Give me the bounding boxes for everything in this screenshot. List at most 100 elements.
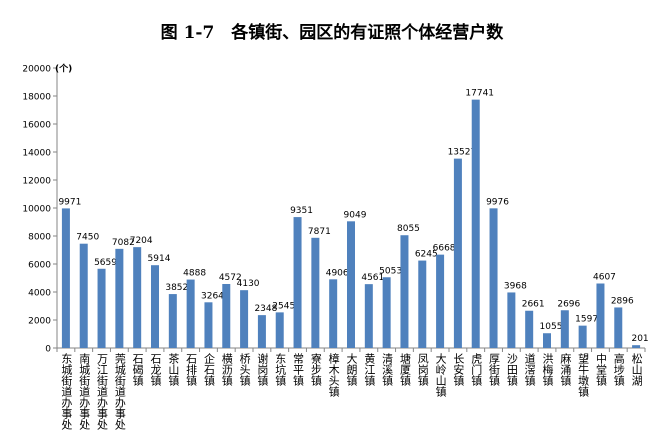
x-tick-label: 厚街镇 xyxy=(487,353,501,386)
bar xyxy=(578,325,587,348)
data-label: 1597 xyxy=(575,315,598,325)
data-label: 9049 xyxy=(344,210,367,220)
data-label: 17741 xyxy=(465,89,494,99)
data-label: 7871 xyxy=(308,227,331,237)
bar xyxy=(543,333,551,348)
bar xyxy=(347,221,355,348)
data-label: 6668 xyxy=(433,244,456,254)
data-label: 3852 xyxy=(165,283,188,293)
x-tick-label: 企石镇 xyxy=(202,353,216,386)
bar xyxy=(507,292,516,348)
data-label: 4888 xyxy=(183,269,206,279)
x-tick-label: 常平镇 xyxy=(291,353,305,386)
data-label: 4572 xyxy=(219,273,242,283)
bar xyxy=(560,310,569,348)
x-tick-label: 茶山镇 xyxy=(166,353,180,386)
y-axis-unit: (个) xyxy=(55,63,72,75)
x-tick-label: 石排镇 xyxy=(184,353,198,386)
data-label: 2661 xyxy=(522,300,545,310)
data-label: 201 xyxy=(631,334,648,344)
x-tick-label: 东城街道办事处 xyxy=(59,353,73,430)
data-label: 1055 xyxy=(540,322,563,332)
x-tick-label: 樟木头镇 xyxy=(327,353,341,397)
x-tick-label: 凤岗镇 xyxy=(416,353,430,386)
x-tick-label: 松山湖 xyxy=(630,353,644,386)
data-label: 9976 xyxy=(486,197,509,207)
bar xyxy=(204,302,213,348)
y-tick-label: 0 xyxy=(45,345,51,355)
x-tick-label: 寮步镇 xyxy=(309,353,323,386)
bar xyxy=(133,247,142,348)
bar xyxy=(329,279,338,348)
data-label: 5659 xyxy=(94,258,117,268)
data-label: 2348 xyxy=(254,304,277,314)
y-tick-label: 10000 xyxy=(22,205,51,215)
x-tick-label: 大朗镇 xyxy=(345,353,358,386)
bar xyxy=(596,283,605,348)
data-label: 9971 xyxy=(58,197,81,207)
data-label: 6245 xyxy=(415,250,438,260)
x-tick-label: 石碣镇 xyxy=(131,353,145,386)
data-label: 8055 xyxy=(397,224,420,234)
x-tick-label: 横沥镇 xyxy=(220,353,234,386)
data-label: 7204 xyxy=(130,236,153,246)
y-tick-label: 6000 xyxy=(28,261,51,271)
bar xyxy=(151,265,159,348)
data-label: 2696 xyxy=(557,299,580,309)
y-tick-label: 12000 xyxy=(22,177,51,187)
bar xyxy=(382,277,391,348)
data-label: 2545 xyxy=(272,301,295,311)
bar xyxy=(115,248,124,348)
bar xyxy=(436,254,445,348)
data-label: 4906 xyxy=(326,268,349,278)
x-tick-label: 莞城街道办事处 xyxy=(113,353,127,430)
data-label: 5914 xyxy=(148,254,171,264)
data-label: 5053 xyxy=(379,266,402,276)
x-tick-label: 黄江镇 xyxy=(362,353,376,386)
data-label: 7082 xyxy=(112,238,135,248)
x-tick-label: 洪梅镇 xyxy=(541,353,554,386)
x-tick-label: 高埗镇 xyxy=(612,353,626,386)
bar xyxy=(400,235,409,348)
x-tick-label: 谢岗镇 xyxy=(255,353,269,386)
x-tick-label: 桥头镇 xyxy=(238,353,252,386)
bar xyxy=(471,99,480,348)
x-tick-label: 道滘镇 xyxy=(523,353,537,386)
bar xyxy=(364,284,373,348)
bar xyxy=(240,290,249,348)
y-tick-label: 16000 xyxy=(22,121,51,131)
x-tick-label: 麻涌镇 xyxy=(558,353,572,386)
bar xyxy=(311,237,320,348)
data-label: 3264 xyxy=(201,291,224,301)
x-tick-label: 东坑镇 xyxy=(273,353,287,386)
x-tick-label: 石龙镇 xyxy=(149,353,162,386)
data-label: 7450 xyxy=(76,233,99,243)
x-tick-label: 长安镇 xyxy=(451,353,465,386)
bar xyxy=(632,345,641,348)
y-tick-label: 14000 xyxy=(22,149,51,159)
bar xyxy=(418,260,427,348)
x-tick-label: 望牛墩镇 xyxy=(576,353,590,397)
bar xyxy=(614,307,623,348)
bar xyxy=(97,268,106,348)
data-label: 3968 xyxy=(504,281,527,291)
bar xyxy=(257,315,266,348)
bar xyxy=(222,283,231,348)
x-tick-label: 大岭山镇 xyxy=(434,353,448,397)
x-tick-label: 沙田镇 xyxy=(505,353,519,386)
x-tick-label: 塘厦镇 xyxy=(398,353,412,386)
x-tick-label: 中堂镇 xyxy=(594,353,608,386)
data-label: 4130 xyxy=(237,279,260,289)
bar xyxy=(453,158,462,348)
bar xyxy=(275,312,284,348)
bar xyxy=(489,208,498,348)
data-label: 2896 xyxy=(611,296,634,306)
bar xyxy=(186,279,195,348)
y-tick-label: 18000 xyxy=(22,93,51,103)
x-tick-label: 清溪镇 xyxy=(380,353,394,386)
y-tick-label: 4000 xyxy=(28,289,51,299)
data-label: 4607 xyxy=(593,273,616,283)
x-tick-label: 虎门镇 xyxy=(469,353,483,386)
